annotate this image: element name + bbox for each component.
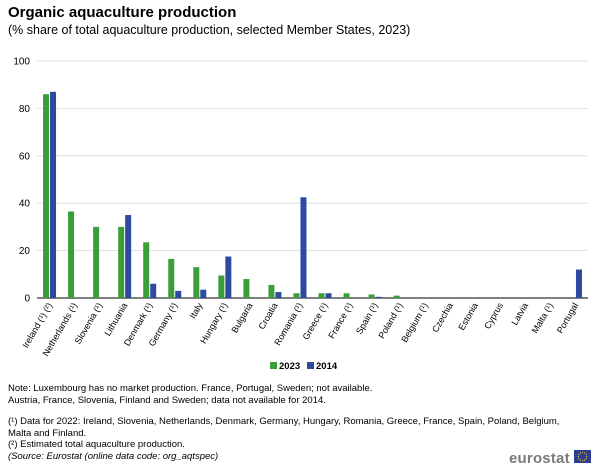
y-tick-label: 0: [24, 294, 30, 305]
note-line-1: Note: Luxembourg has no market productio…: [8, 383, 373, 394]
source-line: (Source: Eurostat (online data code: org…: [8, 450, 219, 462]
bar-2023: [93, 226, 100, 298]
bar-2014: [300, 197, 307, 298]
bar-2023: [118, 226, 125, 298]
bar-2014: [375, 296, 382, 298]
x-axis-ticks: Ireland (¹) (²)Netherlands (¹)Slovenia (…: [20, 301, 580, 358]
x-tick-label: Malta (¹): [530, 301, 555, 335]
bar-2023: [218, 275, 225, 298]
y-tick-label: 100: [13, 57, 30, 68]
bar-2014: [575, 269, 582, 298]
bar-2014: [150, 283, 157, 298]
bar-2023: [193, 267, 200, 298]
legend: 2023 2014: [270, 361, 338, 372]
bar-2023: [318, 293, 325, 298]
legend-label: 2023: [279, 361, 300, 372]
bar-2023: [293, 293, 300, 298]
bar-2023: [393, 295, 400, 298]
note-line-2: Austria, France, Slovenia, Finland and S…: [8, 394, 326, 406]
x-tick-label: France (¹): [326, 301, 354, 340]
x-tick-label: Czechia: [430, 301, 455, 334]
y-tick-label: 20: [19, 246, 31, 257]
legend-swatch-2023: [270, 362, 277, 369]
bar-2023: [143, 242, 150, 298]
bar-2014: [50, 91, 57, 298]
x-tick-label: Spain (¹): [354, 301, 380, 336]
x-tick-label: Portugal: [555, 301, 580, 335]
footnote-1-line-1: (¹) Data for 2022: Ireland, Slovenia, Ne…: [8, 416, 560, 427]
x-tick-label: Poland (¹): [376, 301, 404, 340]
x-tick-label: Bulgaria: [229, 301, 254, 335]
legend-swatch-2014: [307, 362, 314, 369]
eurostat-logo-text: eurostat: [509, 450, 570, 467]
chart-title: Organic aquaculture production: [8, 4, 237, 21]
bar-2023: [168, 258, 175, 298]
x-tick-label: Cyprus: [482, 301, 505, 331]
bars: [43, 91, 582, 299]
bar-2014: [275, 292, 282, 298]
bar-2014: [125, 215, 132, 298]
bar-2023: [368, 294, 375, 298]
footnote-1-line-2: Malta and Finland.: [8, 427, 87, 439]
x-tick-label: Italy: [188, 301, 205, 321]
footnote-2: (²) Estimated total aquaculture producti…: [8, 439, 185, 450]
eu-flag-icon: [574, 450, 591, 463]
bar-2023: [343, 293, 350, 298]
y-axis-ticks: 0 20 40 60 80 100: [13, 57, 30, 305]
y-tick-label: 60: [19, 151, 31, 162]
bar-2023: [68, 211, 75, 298]
notes-section: Note: Luxembourg has no market productio…: [8, 383, 568, 462]
y-tick-label: 80: [19, 104, 31, 115]
x-tick-label: Estonia: [456, 301, 480, 332]
bar-2023: [43, 94, 50, 299]
bar-2014: [175, 290, 182, 298]
x-tick-label: Lithuania: [102, 301, 129, 338]
bar-2023: [243, 279, 250, 298]
bar-2014: [225, 256, 232, 298]
x-tick-label: Croatia: [256, 301, 279, 331]
chart-subtitle: (% share of total aquaculture production…: [8, 23, 411, 37]
y-tick-label: 40: [19, 199, 31, 210]
x-tick-label: Latvia: [509, 301, 530, 327]
bar-2014: [325, 293, 332, 298]
legend-label: 2014: [316, 361, 338, 372]
bar-chart: 0 20 40 60 80 100 Ireland (¹) (²)Netherlands …: [13, 57, 588, 372]
bar-2023: [268, 284, 275, 298]
bar-2014: [200, 289, 207, 298]
